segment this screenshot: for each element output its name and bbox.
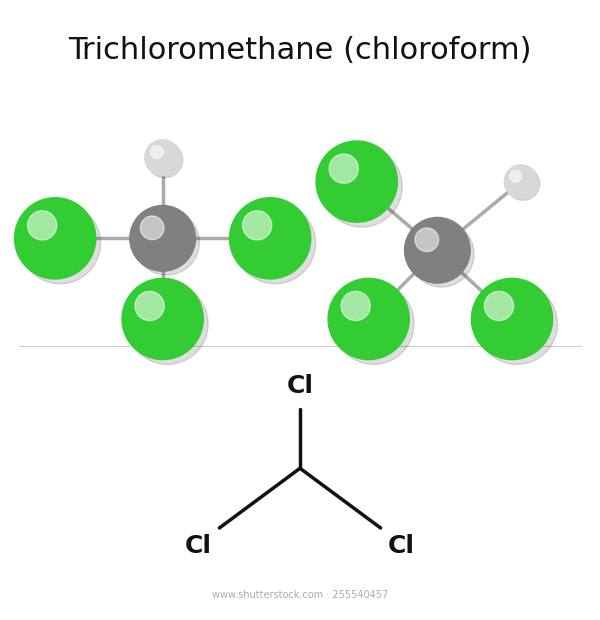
Circle shape [472, 278, 553, 360]
Circle shape [409, 221, 474, 287]
Circle shape [484, 291, 514, 321]
Circle shape [506, 167, 540, 200]
Text: Trichloromethane (chloroform): Trichloromethane (chloroform) [68, 36, 532, 64]
Circle shape [476, 283, 557, 365]
Circle shape [341, 291, 370, 321]
Circle shape [321, 146, 402, 227]
Circle shape [230, 198, 311, 279]
Circle shape [147, 142, 183, 178]
Circle shape [134, 210, 199, 275]
Text: Cl: Cl [185, 534, 212, 558]
Circle shape [316, 141, 397, 222]
Circle shape [122, 278, 203, 360]
Circle shape [404, 218, 470, 283]
Circle shape [333, 283, 414, 365]
Text: Cl: Cl [388, 534, 415, 558]
Circle shape [19, 203, 101, 284]
Circle shape [504, 165, 538, 198]
Circle shape [415, 228, 439, 252]
Circle shape [130, 205, 196, 271]
Circle shape [28, 211, 57, 240]
Circle shape [329, 154, 358, 184]
Circle shape [242, 211, 272, 240]
Circle shape [14, 198, 96, 279]
Circle shape [509, 170, 521, 182]
Text: www.shutterstock.com · 255540457: www.shutterstock.com · 255540457 [212, 590, 388, 601]
Circle shape [151, 146, 163, 159]
Circle shape [328, 278, 409, 360]
Circle shape [140, 216, 164, 240]
Circle shape [135, 291, 164, 321]
Circle shape [145, 140, 181, 175]
Circle shape [127, 283, 208, 365]
Circle shape [235, 203, 316, 284]
Text: Cl: Cl [287, 374, 314, 398]
